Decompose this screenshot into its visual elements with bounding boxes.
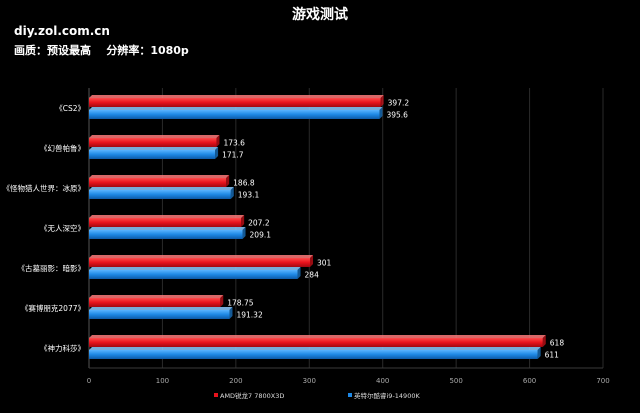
bar-top — [89, 227, 246, 230]
category-label: 《幻兽帕鲁》 — [40, 143, 85, 153]
bar — [89, 310, 230, 319]
bar-top — [89, 267, 301, 270]
bar — [89, 110, 380, 119]
category-label: 《无人深空》 — [40, 223, 85, 233]
bar-top — [89, 295, 224, 298]
bar-top — [89, 215, 245, 218]
bar — [89, 270, 298, 279]
bar-top — [89, 307, 233, 310]
value-label: 178.75 — [227, 299, 253, 308]
value-label: 209.1 — [250, 231, 272, 240]
bar — [89, 190, 231, 199]
value-label: 397.2 — [388, 99, 410, 108]
bar-side — [230, 187, 234, 199]
bar — [89, 350, 538, 359]
test-settings: 画质：预设最高 分辨率：1080p — [14, 44, 189, 57]
value-label: 171.7 — [222, 151, 244, 160]
x-tick-label: 300 — [303, 377, 316, 385]
legend-swatch — [348, 393, 352, 397]
x-tick-label: 0 — [87, 377, 91, 385]
bar — [89, 230, 243, 239]
value-label: 284 — [305, 271, 320, 280]
value-label: 301 — [317, 259, 332, 268]
bar — [89, 258, 311, 267]
value-label: 611 — [545, 351, 560, 360]
value-label: 618 — [550, 339, 565, 348]
bar-side — [380, 95, 384, 107]
bar-side — [241, 215, 245, 227]
bar-top — [89, 147, 219, 150]
bar-side — [537, 347, 541, 359]
bar-side — [242, 227, 246, 239]
x-tick-label: 200 — [229, 377, 242, 385]
source-url: diy.zol.com.cn — [14, 24, 110, 38]
value-label: 395.6 — [386, 111, 408, 120]
bar-top — [89, 107, 383, 110]
bar-side — [220, 295, 224, 307]
bar — [89, 178, 227, 187]
category-label: 《赛博朋克2077》 — [21, 303, 85, 313]
bar-top — [89, 135, 220, 138]
category-label: 《CS2》 — [55, 104, 85, 113]
category-label: 《神力科莎》 — [40, 343, 85, 353]
value-label: 207.2 — [248, 219, 270, 228]
bar-side — [310, 255, 314, 267]
value-label: 173.6 — [223, 139, 245, 148]
bar-top — [89, 175, 230, 178]
value-label: 193.1 — [238, 191, 260, 200]
bar-side — [297, 267, 301, 279]
x-tick-label: 100 — [156, 377, 169, 385]
bar-side — [229, 307, 233, 319]
bar — [89, 338, 543, 347]
bar-top — [89, 347, 541, 350]
bar — [89, 150, 216, 159]
bar-side — [226, 175, 230, 187]
x-tick-label: 600 — [523, 377, 536, 385]
bar-side — [542, 335, 546, 347]
value-label: 191.32 — [236, 311, 262, 320]
bar — [89, 298, 221, 307]
bar — [89, 138, 217, 147]
bar-top — [89, 335, 546, 338]
bar-side — [216, 135, 220, 147]
bar — [89, 98, 381, 107]
legend-swatch — [214, 393, 218, 397]
legend-label: AMD锐龙7 7800X3D — [220, 391, 284, 400]
bar-side — [215, 147, 219, 159]
x-tick-label: 500 — [449, 377, 462, 385]
bar-top — [89, 95, 384, 98]
bar-side — [379, 107, 383, 119]
bar-top — [89, 187, 234, 190]
x-tick-label: 400 — [376, 377, 389, 385]
category-label: 《古墓丽影：暗影》 — [18, 263, 86, 273]
bar-top — [89, 255, 314, 258]
x-tick-label: 700 — [596, 377, 609, 385]
value-label: 186.8 — [233, 179, 255, 188]
chart-title: 游戏测试 — [292, 7, 348, 23]
legend-label: 英特尔酷睿i9-14900K — [354, 391, 420, 400]
category-label: 《怪物猎人世界：冰原》 — [3, 183, 86, 193]
bar — [89, 218, 242, 227]
